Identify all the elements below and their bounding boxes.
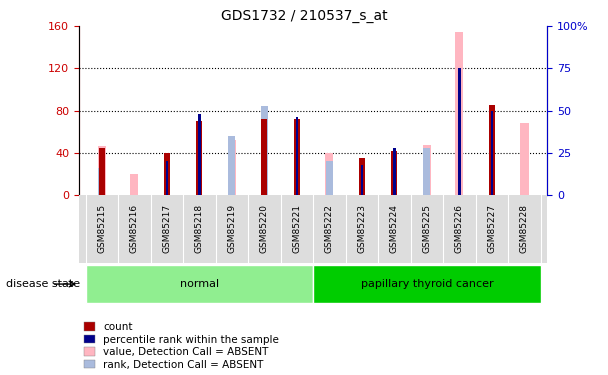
Text: GSM85223: GSM85223 xyxy=(358,204,367,253)
Bar xyxy=(98,147,106,195)
Text: papillary thyroid cancer: papillary thyroid cancer xyxy=(361,279,493,289)
Bar xyxy=(326,161,333,195)
Bar xyxy=(458,68,461,195)
Text: GSM85227: GSM85227 xyxy=(488,204,496,253)
Bar xyxy=(164,153,170,195)
Bar xyxy=(325,153,333,195)
Text: GSM85221: GSM85221 xyxy=(292,204,302,253)
Bar xyxy=(130,174,139,195)
Bar xyxy=(261,106,268,195)
Bar xyxy=(261,119,268,195)
Text: GSM85216: GSM85216 xyxy=(130,204,139,254)
FancyBboxPatch shape xyxy=(86,265,313,303)
Bar xyxy=(198,114,201,195)
Bar xyxy=(423,148,430,195)
Bar xyxy=(294,119,300,195)
Bar xyxy=(228,140,236,195)
Text: GSM85225: GSM85225 xyxy=(423,204,432,253)
Bar xyxy=(99,147,105,195)
Bar xyxy=(196,121,202,195)
Text: disease state: disease state xyxy=(6,279,80,289)
Bar xyxy=(359,158,365,195)
Bar xyxy=(489,105,495,195)
Text: GSM85222: GSM85222 xyxy=(325,204,334,253)
Text: normal: normal xyxy=(180,279,219,289)
Bar xyxy=(98,168,105,195)
Text: GSM85217: GSM85217 xyxy=(162,204,171,254)
Text: GSM85226: GSM85226 xyxy=(455,204,464,253)
Bar xyxy=(295,117,298,195)
Bar xyxy=(423,146,431,195)
Bar xyxy=(393,148,396,195)
Text: GSM85219: GSM85219 xyxy=(227,204,237,254)
Bar xyxy=(392,151,397,195)
Text: GSM85228: GSM85228 xyxy=(520,204,529,253)
Bar xyxy=(520,123,528,195)
Legend: count, percentile rank within the sample, value, Detection Call = ABSENT, rank, : count, percentile rank within the sample… xyxy=(85,322,279,370)
Text: GSM85215: GSM85215 xyxy=(97,204,106,254)
Bar xyxy=(229,136,235,195)
FancyBboxPatch shape xyxy=(313,265,541,303)
Bar xyxy=(491,111,493,195)
Bar xyxy=(165,161,168,195)
Bar xyxy=(455,32,463,195)
Text: GSM85224: GSM85224 xyxy=(390,204,399,253)
Text: GSM85218: GSM85218 xyxy=(195,204,204,254)
Text: GSM85220: GSM85220 xyxy=(260,204,269,253)
Text: GDS1732 / 210537_s_at: GDS1732 / 210537_s_at xyxy=(221,9,387,23)
Bar xyxy=(361,165,363,195)
